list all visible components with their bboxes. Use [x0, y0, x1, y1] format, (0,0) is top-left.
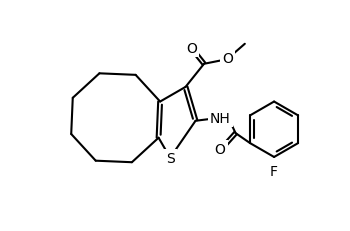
Text: O: O — [186, 42, 197, 56]
Text: NH: NH — [210, 111, 231, 125]
Text: O: O — [215, 143, 226, 157]
Text: F: F — [270, 164, 278, 178]
Text: S: S — [166, 151, 175, 165]
Text: O: O — [223, 52, 233, 65]
